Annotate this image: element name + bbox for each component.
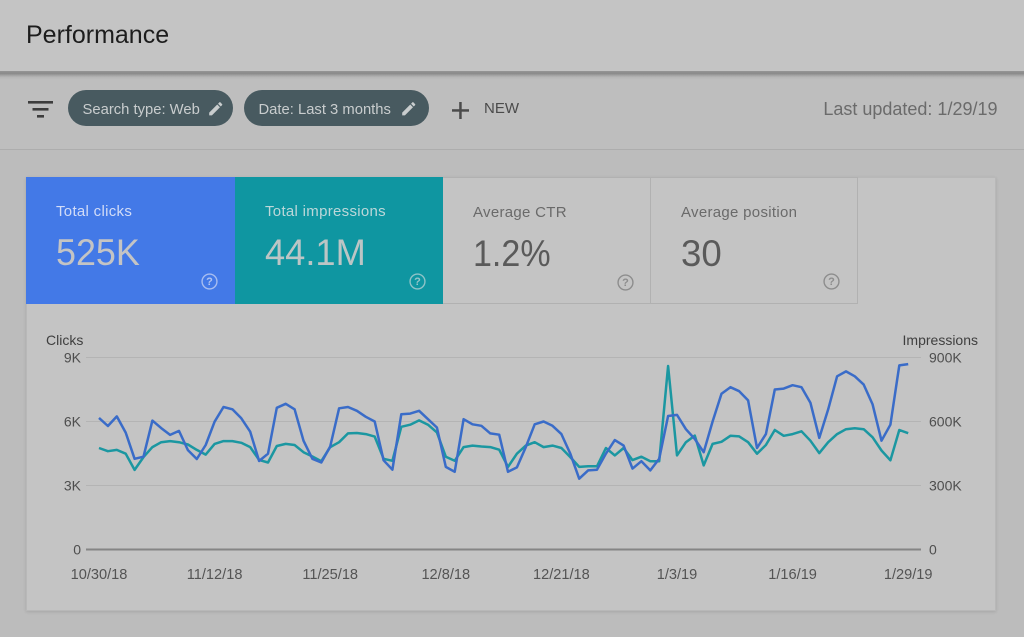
svg-text:?: ? xyxy=(828,276,835,288)
svg-text:?: ? xyxy=(206,276,213,288)
svg-text:?: ? xyxy=(414,276,421,288)
svg-text:?: ? xyxy=(622,277,629,289)
